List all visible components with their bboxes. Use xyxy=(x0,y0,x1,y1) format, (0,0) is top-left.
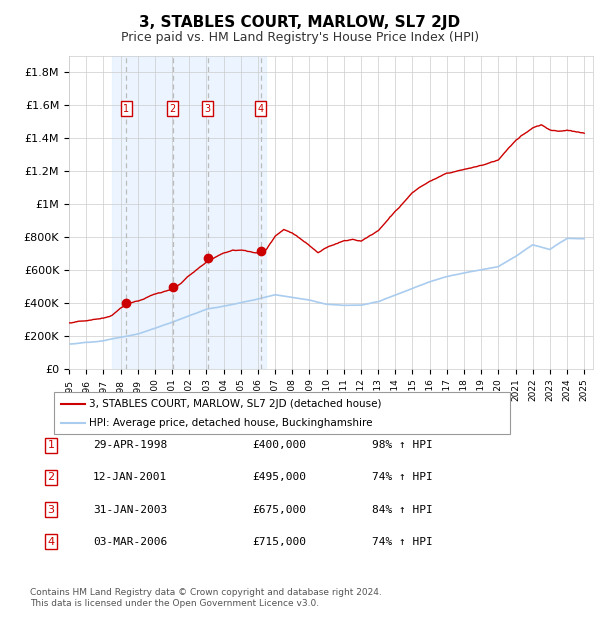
Text: 74% ↑ HPI: 74% ↑ HPI xyxy=(372,537,433,547)
Text: Price paid vs. HM Land Registry's House Price Index (HPI): Price paid vs. HM Land Registry's House … xyxy=(121,31,479,44)
Text: 12-JAN-2001: 12-JAN-2001 xyxy=(93,472,167,482)
Text: 3: 3 xyxy=(205,104,211,113)
Text: 74% ↑ HPI: 74% ↑ HPI xyxy=(372,472,433,482)
Text: 4: 4 xyxy=(258,104,264,113)
Text: 84% ↑ HPI: 84% ↑ HPI xyxy=(372,505,433,515)
Text: £715,000: £715,000 xyxy=(252,537,306,547)
Text: 98% ↑ HPI: 98% ↑ HPI xyxy=(372,440,433,450)
Text: 4: 4 xyxy=(47,537,55,547)
Text: £495,000: £495,000 xyxy=(252,472,306,482)
Text: Contains HM Land Registry data © Crown copyright and database right 2024.: Contains HM Land Registry data © Crown c… xyxy=(30,588,382,597)
Text: 3, STABLES COURT, MARLOW, SL7 2JD: 3, STABLES COURT, MARLOW, SL7 2JD xyxy=(139,16,461,30)
Text: 2: 2 xyxy=(47,472,55,482)
Text: £400,000: £400,000 xyxy=(252,440,306,450)
Text: 1: 1 xyxy=(123,104,129,113)
Text: £675,000: £675,000 xyxy=(252,505,306,515)
Text: 03-MAR-2006: 03-MAR-2006 xyxy=(93,537,167,547)
Text: 31-JAN-2003: 31-JAN-2003 xyxy=(93,505,167,515)
Text: 29-APR-1998: 29-APR-1998 xyxy=(93,440,167,450)
Text: 2: 2 xyxy=(170,104,176,113)
Text: HPI: Average price, detached house, Buckinghamshire: HPI: Average price, detached house, Buck… xyxy=(89,418,372,428)
Bar xyxy=(112,56,266,369)
Text: 1: 1 xyxy=(47,440,55,450)
Text: 3: 3 xyxy=(47,505,55,515)
Text: 3, STABLES COURT, MARLOW, SL7 2JD (detached house): 3, STABLES COURT, MARLOW, SL7 2JD (detac… xyxy=(89,399,382,409)
Text: This data is licensed under the Open Government Licence v3.0.: This data is licensed under the Open Gov… xyxy=(30,600,319,608)
